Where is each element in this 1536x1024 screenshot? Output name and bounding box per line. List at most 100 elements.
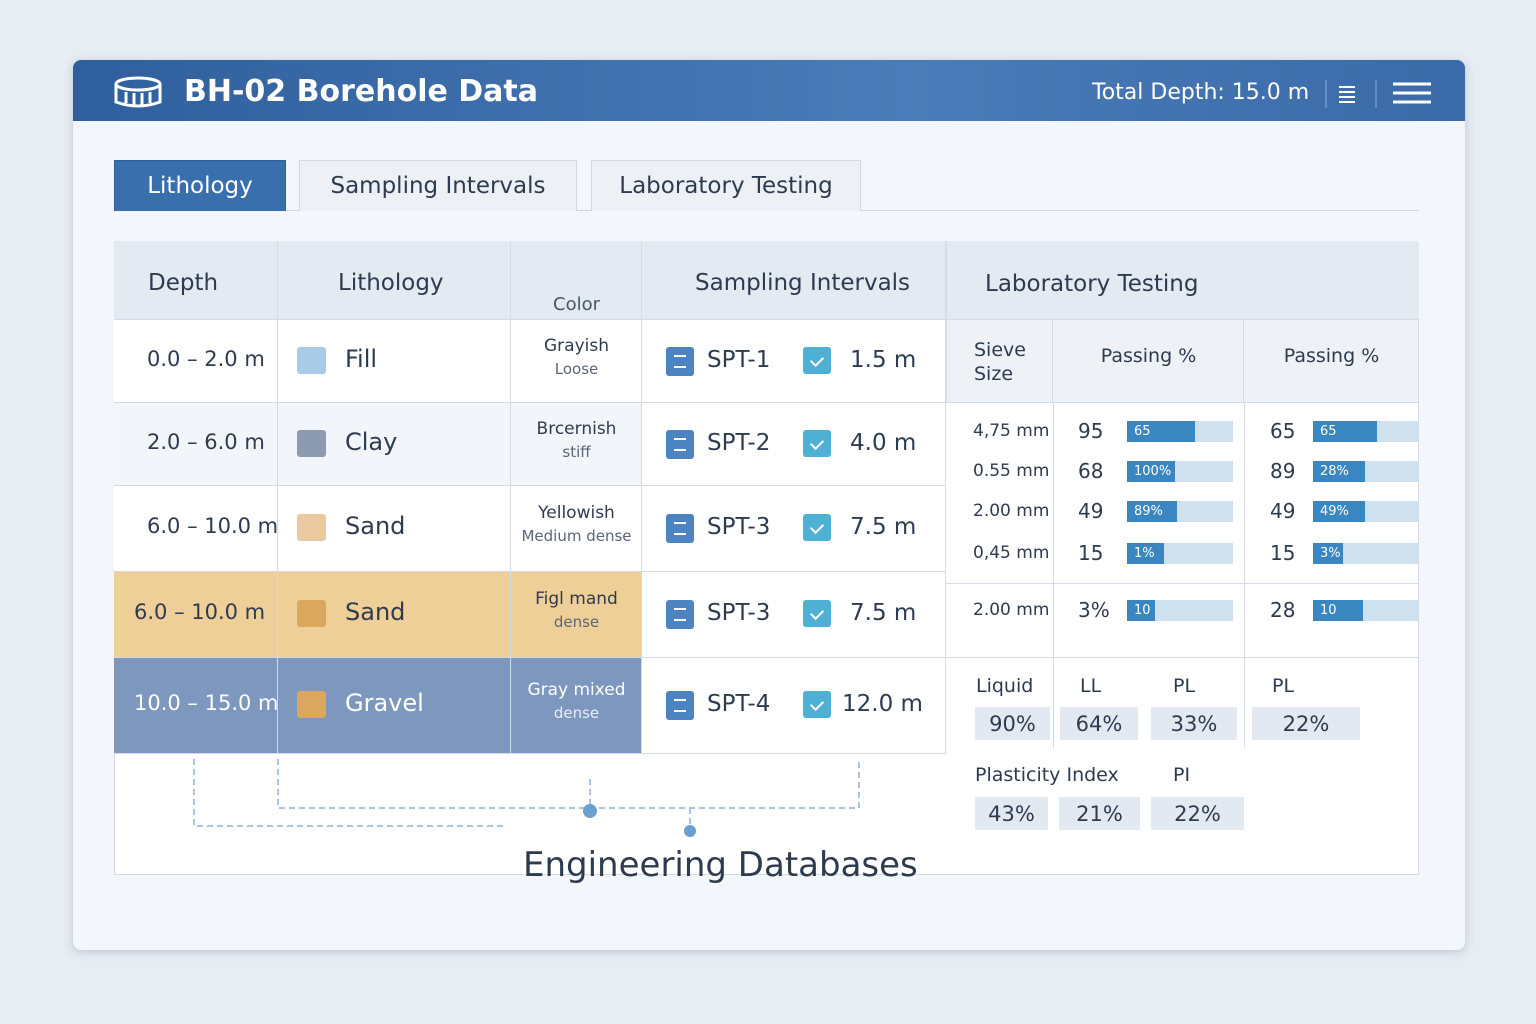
- sample-icon: [666, 600, 694, 629]
- depth: 6.0 – 10.0 m: [147, 514, 279, 538]
- limit-value: 64%: [1060, 707, 1138, 740]
- bar-fill: 1%: [1127, 543, 1164, 564]
- table-cell: [511, 403, 642, 486]
- limit-value: 22%: [1252, 707, 1360, 740]
- table-header-cell: [278, 241, 511, 320]
- sieve-size: 2.00 mm: [973, 600, 1050, 620]
- menu-icons[interactable]: [1322, 78, 1442, 110]
- column-header: Sampling Intervals: [695, 270, 911, 296]
- bar-fill: 3%: [1313, 543, 1343, 564]
- description: Loose: [554, 359, 599, 378]
- check-icon: [803, 514, 831, 541]
- lithology-icon: [297, 514, 326, 541]
- lithology-icon: [297, 691, 326, 718]
- check-icon: [803, 691, 831, 718]
- tab[interactable]: Lithology: [114, 160, 286, 211]
- title: BH-02 Borehole Data: [184, 74, 539, 109]
- table-cell: [114, 572, 278, 658]
- limit-header: PL: [1173, 675, 1196, 697]
- passing: 68: [1078, 459, 1104, 483]
- bar-fill: 28%: [1313, 461, 1365, 482]
- bar-fill: 89%: [1127, 501, 1177, 522]
- sample: SPT-3: [707, 600, 771, 626]
- depth: 6.0 – 10.0 m: [134, 600, 266, 624]
- table-cell: [114, 658, 278, 754]
- bar-fill: 65: [1313, 421, 1377, 442]
- depth: 0.0 – 2.0 m: [147, 346, 265, 371]
- limit-header: Liquid: [976, 675, 1034, 697]
- lab-divider: [1244, 403, 1245, 748]
- lab-col-header-cell: [946, 320, 1053, 403]
- lab-divider: [946, 657, 1419, 658]
- sample-depth: 7.5 m: [850, 600, 917, 626]
- borehole-icon: [114, 76, 162, 108]
- lab-col-header: Passing %: [1100, 345, 1197, 367]
- limit-value: 33%: [1151, 707, 1237, 740]
- sample-depth: 7.5 m: [850, 514, 917, 540]
- lab-divider: [1053, 403, 1054, 748]
- lithology-icon: [297, 429, 326, 457]
- check-icon: [803, 429, 831, 457]
- check-icon: [803, 346, 831, 374]
- plasticity-value: 43%: [975, 797, 1048, 830]
- bar-fill: 10: [1313, 600, 1363, 621]
- lab-col-header-cell: [1053, 320, 1244, 403]
- lab-title: Laboratory Testing: [985, 271, 1199, 297]
- sample-depth: 4.0 m: [850, 429, 917, 456]
- passing: 3%: [1078, 598, 1110, 622]
- table-cell: [114, 486, 278, 572]
- passing: 89: [1270, 459, 1296, 483]
- passing: 15: [1078, 541, 1104, 565]
- depth: 2.0 – 6.0 m: [147, 429, 265, 454]
- lab-divider: [946, 583, 1419, 584]
- limit-header: PL: [1272, 675, 1295, 697]
- column-header: Lithology: [338, 270, 444, 296]
- description: dense: [553, 613, 600, 631]
- tab[interactable]: Sampling Intervals: [299, 160, 577, 211]
- color: Brcernish: [536, 418, 617, 439]
- passing: 15: [1270, 541, 1296, 565]
- plasticity-value: 21%: [1059, 797, 1140, 830]
- color: Grayish: [544, 335, 609, 356]
- passing: 65: [1270, 419, 1296, 443]
- table-cell: [511, 658, 642, 754]
- table-cell: [114, 320, 278, 403]
- sieve-size: 2.00 mm: [973, 501, 1050, 521]
- passing: 49: [1078, 499, 1104, 523]
- lithology-icon: [297, 600, 326, 627]
- sample-icon: [666, 514, 694, 543]
- lithology: Clay: [345, 427, 398, 456]
- description: stiff: [562, 442, 591, 461]
- lithology: Sand: [345, 598, 406, 626]
- sample-icon: [666, 346, 694, 376]
- sample-icon: [666, 429, 694, 459]
- table-cell: [114, 403, 278, 486]
- tab[interactable]: Laboratory Testing: [591, 160, 861, 211]
- bar-fill: 65: [1127, 421, 1195, 442]
- passing: 49: [1270, 499, 1296, 523]
- sample: SPT-2: [707, 429, 771, 456]
- sieve-size: 0,45 mm: [973, 543, 1050, 563]
- table-cell: [511, 572, 642, 658]
- sample: SPT-4: [707, 691, 771, 717]
- lab-col-header: Passing %: [1283, 345, 1380, 367]
- sieve-size: 0.55 mm: [973, 461, 1050, 481]
- lithology: Fill: [345, 344, 378, 373]
- table-header-cell: [114, 241, 278, 320]
- connector-lines: [193, 759, 860, 837]
- lab-col-header-cell: [1244, 320, 1419, 403]
- total-depth: Total Depth: 15.0 m: [1092, 80, 1310, 105]
- column-header: Depth: [148, 270, 219, 296]
- depth: 10.0 – 15.0 m: [134, 691, 279, 715]
- bar-fill: 100%: [1127, 461, 1175, 482]
- sample: SPT-3: [707, 514, 771, 540]
- sample-icon: [666, 691, 694, 720]
- table-cell: [511, 486, 642, 572]
- bar-fill: 49%: [1313, 501, 1365, 522]
- sample-depth: 12.0 m: [842, 691, 923, 717]
- plasticity-header: PI: [1173, 764, 1191, 786]
- table-cell: [511, 320, 642, 403]
- color: Yellowish: [538, 503, 615, 523]
- table-header-cell: [642, 241, 946, 320]
